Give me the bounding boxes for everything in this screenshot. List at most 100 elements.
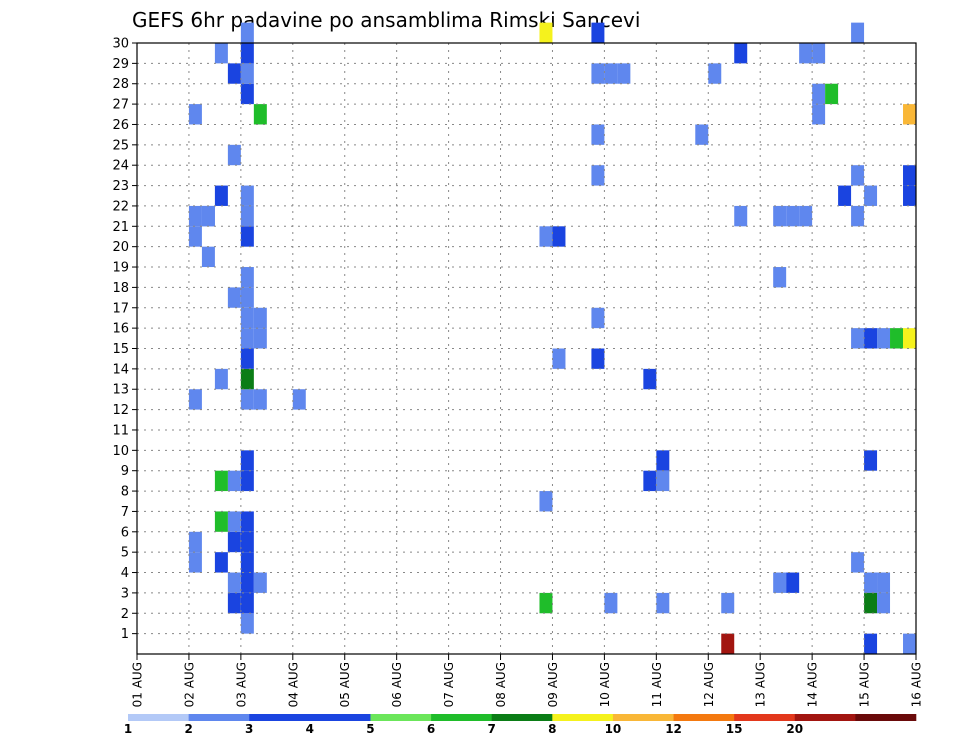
colorbar-label: 10 [605,722,622,736]
colorbar-segment [673,714,735,721]
y-tick-label: 2 [121,607,129,622]
x-tick-label: 15 AUG [858,662,872,707]
heatmap-cell [877,592,891,614]
heatmap-cell [240,328,254,349]
y-tick-label: 13 [112,383,129,398]
heatmap-cell [240,613,254,634]
heatmap-cell [864,633,878,654]
heatmap-cell [695,124,709,145]
heatmap-cell [214,470,228,492]
heatmap-cell [591,63,605,84]
heatmap-cell [240,43,254,64]
heatmap-cell [227,287,241,308]
x-axis: 01 AUG 02 AUG 03 AUG 04 AUG 05 AUG 06 AUG 07 A… [131,654,924,707]
y-tick-label: 1 [121,627,129,642]
colorbar-label: 1 [124,722,132,736]
colorbar-segment [370,714,432,721]
y-axis: 1234567891011121314151617181920212223242… [112,37,137,642]
heatmap-cell [786,205,800,227]
heatmap-cell [864,572,878,593]
colorbar-segment [128,714,189,721]
heatmap-cell [838,185,852,206]
heatmap-cell [812,83,826,105]
heatmap-cell [240,389,254,410]
y-tick-label: 8 [121,485,129,500]
heatmap-cell [188,104,202,125]
heatmap-cell [643,368,657,390]
heatmap-cell [253,328,267,349]
heatmap-cell [227,470,241,492]
y-tick-label: 27 [112,98,129,113]
x-tick-label: 09 AUG [546,662,560,707]
heatmap-cell [721,633,735,654]
x-tick-label: 12 AUG [702,662,716,707]
y-tick-label: 4 [121,566,129,581]
heatmap-cell [552,226,566,247]
colorbar-segment [734,714,796,721]
heatmap-cell [240,572,254,593]
heatmap-cell [240,22,254,43]
heatmap-cell [240,531,254,553]
colorbar-label: 5 [366,722,374,736]
heatmap-cell [240,592,254,614]
heatmap-cell [227,531,241,553]
heatmap-cell [864,450,878,471]
colorbar-label: 15 [726,722,743,736]
x-tick-label: 01 AUG [131,662,145,707]
colorbar-segment [552,714,614,721]
heatmap-cell [864,328,878,349]
heatmap-cell [591,348,605,369]
colorbar-label: 8 [548,722,556,736]
colorbar-segment [249,714,311,721]
colorbar-segment [431,714,492,721]
chart-title: GEFS 6hr padavine po ansamblima Rimski S… [132,8,640,32]
y-tick-label: 11 [112,423,129,438]
y-tick-label: 23 [112,179,129,194]
heatmap-cell [643,470,657,492]
heatmap-cell [227,592,241,614]
heatmap-cell [253,104,267,125]
heatmap-cell [240,368,254,390]
y-tick-label: 20 [112,240,129,255]
heatmap-cell [851,165,865,186]
colorbar-label: 4 [306,722,314,736]
heatmap-cell [591,124,605,145]
heatmap-cell [591,165,605,186]
heatmap-cell [227,572,241,593]
y-tick-label: 26 [112,118,129,133]
heatmap-cell [240,185,254,206]
colorbar-segment [309,714,371,721]
y-tick-label: 18 [112,281,129,296]
heatmap-cell [812,43,826,64]
heatmap-cell [591,22,605,43]
heatmap-cell [773,205,787,227]
heatmap-cell [253,307,267,329]
heatmap-cell [552,348,566,369]
heatmap-cell [240,205,254,227]
heatmap-cell [240,348,254,369]
heatmap-cell [214,552,228,573]
heatmap-cell [851,328,865,349]
heatmap-cell [539,592,553,614]
heatmap-cell [188,226,202,247]
heatmap-cell [591,307,605,329]
heatmap-cell [903,185,916,206]
heatmap-cell [656,450,670,471]
y-tick-label: 14 [112,362,129,377]
colorbar-label: 12 [665,722,682,736]
y-tick-label: 19 [112,261,129,276]
heatmap-cell [877,572,891,593]
y-tick-label: 29 [112,57,129,72]
colorbar-segment [612,714,674,721]
y-tick-label: 24 [112,159,129,174]
heatmap-cell [253,389,267,410]
colorbar-segment [188,714,250,721]
y-tick-label: 22 [112,199,129,214]
heatmap-cell [240,226,254,247]
x-tick-label: 08 AUG [494,662,508,707]
x-tick-label: 03 AUG [234,662,248,707]
heatmap-cell [188,205,202,227]
heatmap-cell [773,267,787,288]
heatmap-cell [240,307,254,329]
heatmap-cell [539,22,553,43]
